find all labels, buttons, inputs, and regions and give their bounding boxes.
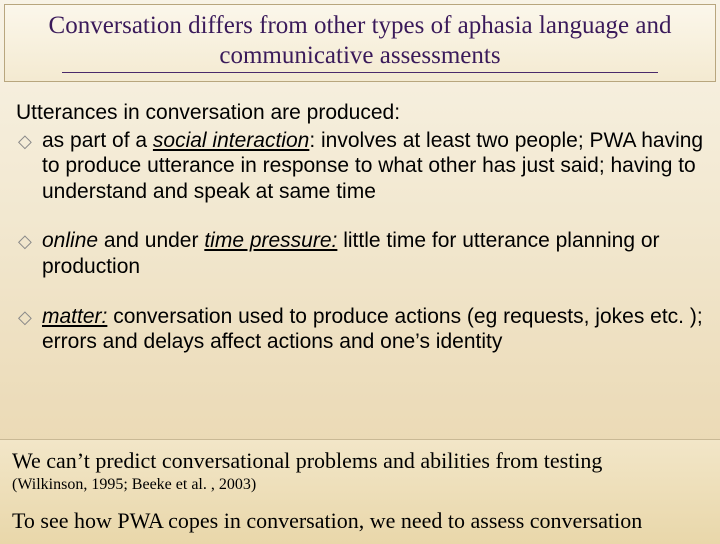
diamond-icon: ◇ bbox=[18, 304, 36, 355]
bullet-key: matter: bbox=[42, 305, 107, 328]
title-box: Conversation differs from other types of… bbox=[4, 4, 716, 82]
bullet-key2: time pressure: bbox=[204, 229, 337, 252]
bullet-item: ◇ online and under time pressure: little… bbox=[16, 228, 704, 279]
footer-line-2: To see how PWA copes in conversation, we… bbox=[12, 508, 708, 534]
diamond-icon: ◇ bbox=[18, 128, 36, 205]
bullet-text: online and under time pressure: little t… bbox=[42, 228, 704, 279]
footer-box: We can’t predict conversational problems… bbox=[0, 439, 720, 544]
footer-citation: (Wilkinson, 1995; Beeke et al. , 2003) bbox=[12, 476, 708, 494]
bullet-rest: conversation used to produce actions (eg… bbox=[42, 305, 703, 354]
bullet-key: online bbox=[42, 229, 98, 252]
title-line-1: Conversation differs from other types of… bbox=[49, 12, 672, 39]
bullet-item: ◇ matter: conversation used to produce a… bbox=[16, 304, 704, 355]
bullet-colon: : bbox=[309, 129, 321, 152]
bullet-text: matter: conversation used to produce act… bbox=[42, 304, 704, 355]
footer-line-1: We can’t predict conversational problems… bbox=[12, 448, 708, 474]
title-line-2: communicative assessments bbox=[219, 42, 500, 69]
bullet-mid: and under bbox=[98, 229, 204, 252]
body-content: Utterances in conversation are produced:… bbox=[0, 82, 720, 355]
bullet-item: ◇ as part of a social interaction: invol… bbox=[16, 128, 704, 205]
title-underline bbox=[62, 72, 659, 73]
diamond-icon: ◇ bbox=[18, 228, 36, 279]
bullet-text: as part of a social interaction: involve… bbox=[42, 128, 704, 205]
lead-text: Utterances in conversation are produced: bbox=[16, 100, 704, 126]
bullet-pre: as part of a bbox=[42, 129, 153, 152]
slide-title: Conversation differs from other types of… bbox=[13, 11, 707, 70]
bullet-key: social interaction bbox=[153, 129, 309, 152]
